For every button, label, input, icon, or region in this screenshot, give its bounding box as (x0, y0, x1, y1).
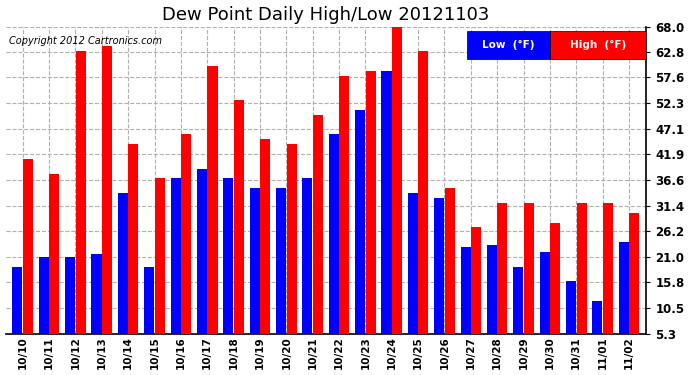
Bar (197, 169, 207, 360)
Bar (23, 159, 33, 360)
Bar (392, 27, 402, 360)
Bar (566, 281, 576, 360)
Bar (208, 66, 217, 360)
Bar (524, 203, 534, 360)
Bar (603, 203, 613, 360)
Bar (593, 301, 602, 360)
Bar (260, 139, 270, 360)
Bar (313, 115, 323, 360)
Bar (181, 134, 191, 360)
Bar (540, 252, 550, 360)
Bar (460, 247, 471, 360)
Title: Dew Point Daily High/Low 20121103: Dew Point Daily High/Low 20121103 (162, 6, 489, 24)
Bar (497, 203, 508, 360)
Bar (629, 213, 640, 360)
Bar (250, 188, 259, 360)
Bar (577, 203, 586, 360)
Bar (92, 254, 101, 360)
Bar (128, 144, 139, 360)
Bar (39, 257, 49, 360)
Bar (471, 228, 481, 360)
Bar (366, 70, 375, 360)
Bar (155, 178, 165, 360)
Text: High  (°F): High (°F) (570, 40, 627, 50)
Bar (434, 198, 444, 360)
Bar (445, 188, 455, 360)
Bar (408, 193, 418, 360)
Bar (144, 267, 155, 360)
Bar (76, 51, 86, 360)
Text: Low  (°F): Low (°F) (482, 40, 535, 50)
Bar (328, 134, 339, 360)
Bar (418, 51, 428, 360)
Bar (550, 222, 560, 360)
Bar (619, 242, 629, 360)
Bar (102, 46, 112, 360)
Bar (234, 100, 244, 360)
Bar (382, 70, 391, 360)
Bar (302, 178, 313, 360)
Bar (12, 267, 23, 360)
Bar (355, 110, 365, 360)
Bar (170, 178, 181, 360)
Bar (224, 178, 233, 360)
FancyBboxPatch shape (467, 31, 550, 59)
Bar (276, 188, 286, 360)
FancyBboxPatch shape (550, 31, 646, 59)
Bar (286, 144, 297, 360)
Text: Copyright 2012 Cartronics.com: Copyright 2012 Cartronics.com (9, 36, 161, 46)
Bar (49, 174, 59, 360)
Bar (487, 244, 497, 360)
Bar (513, 267, 523, 360)
Bar (339, 75, 349, 360)
Bar (118, 193, 128, 360)
Bar (65, 257, 75, 360)
